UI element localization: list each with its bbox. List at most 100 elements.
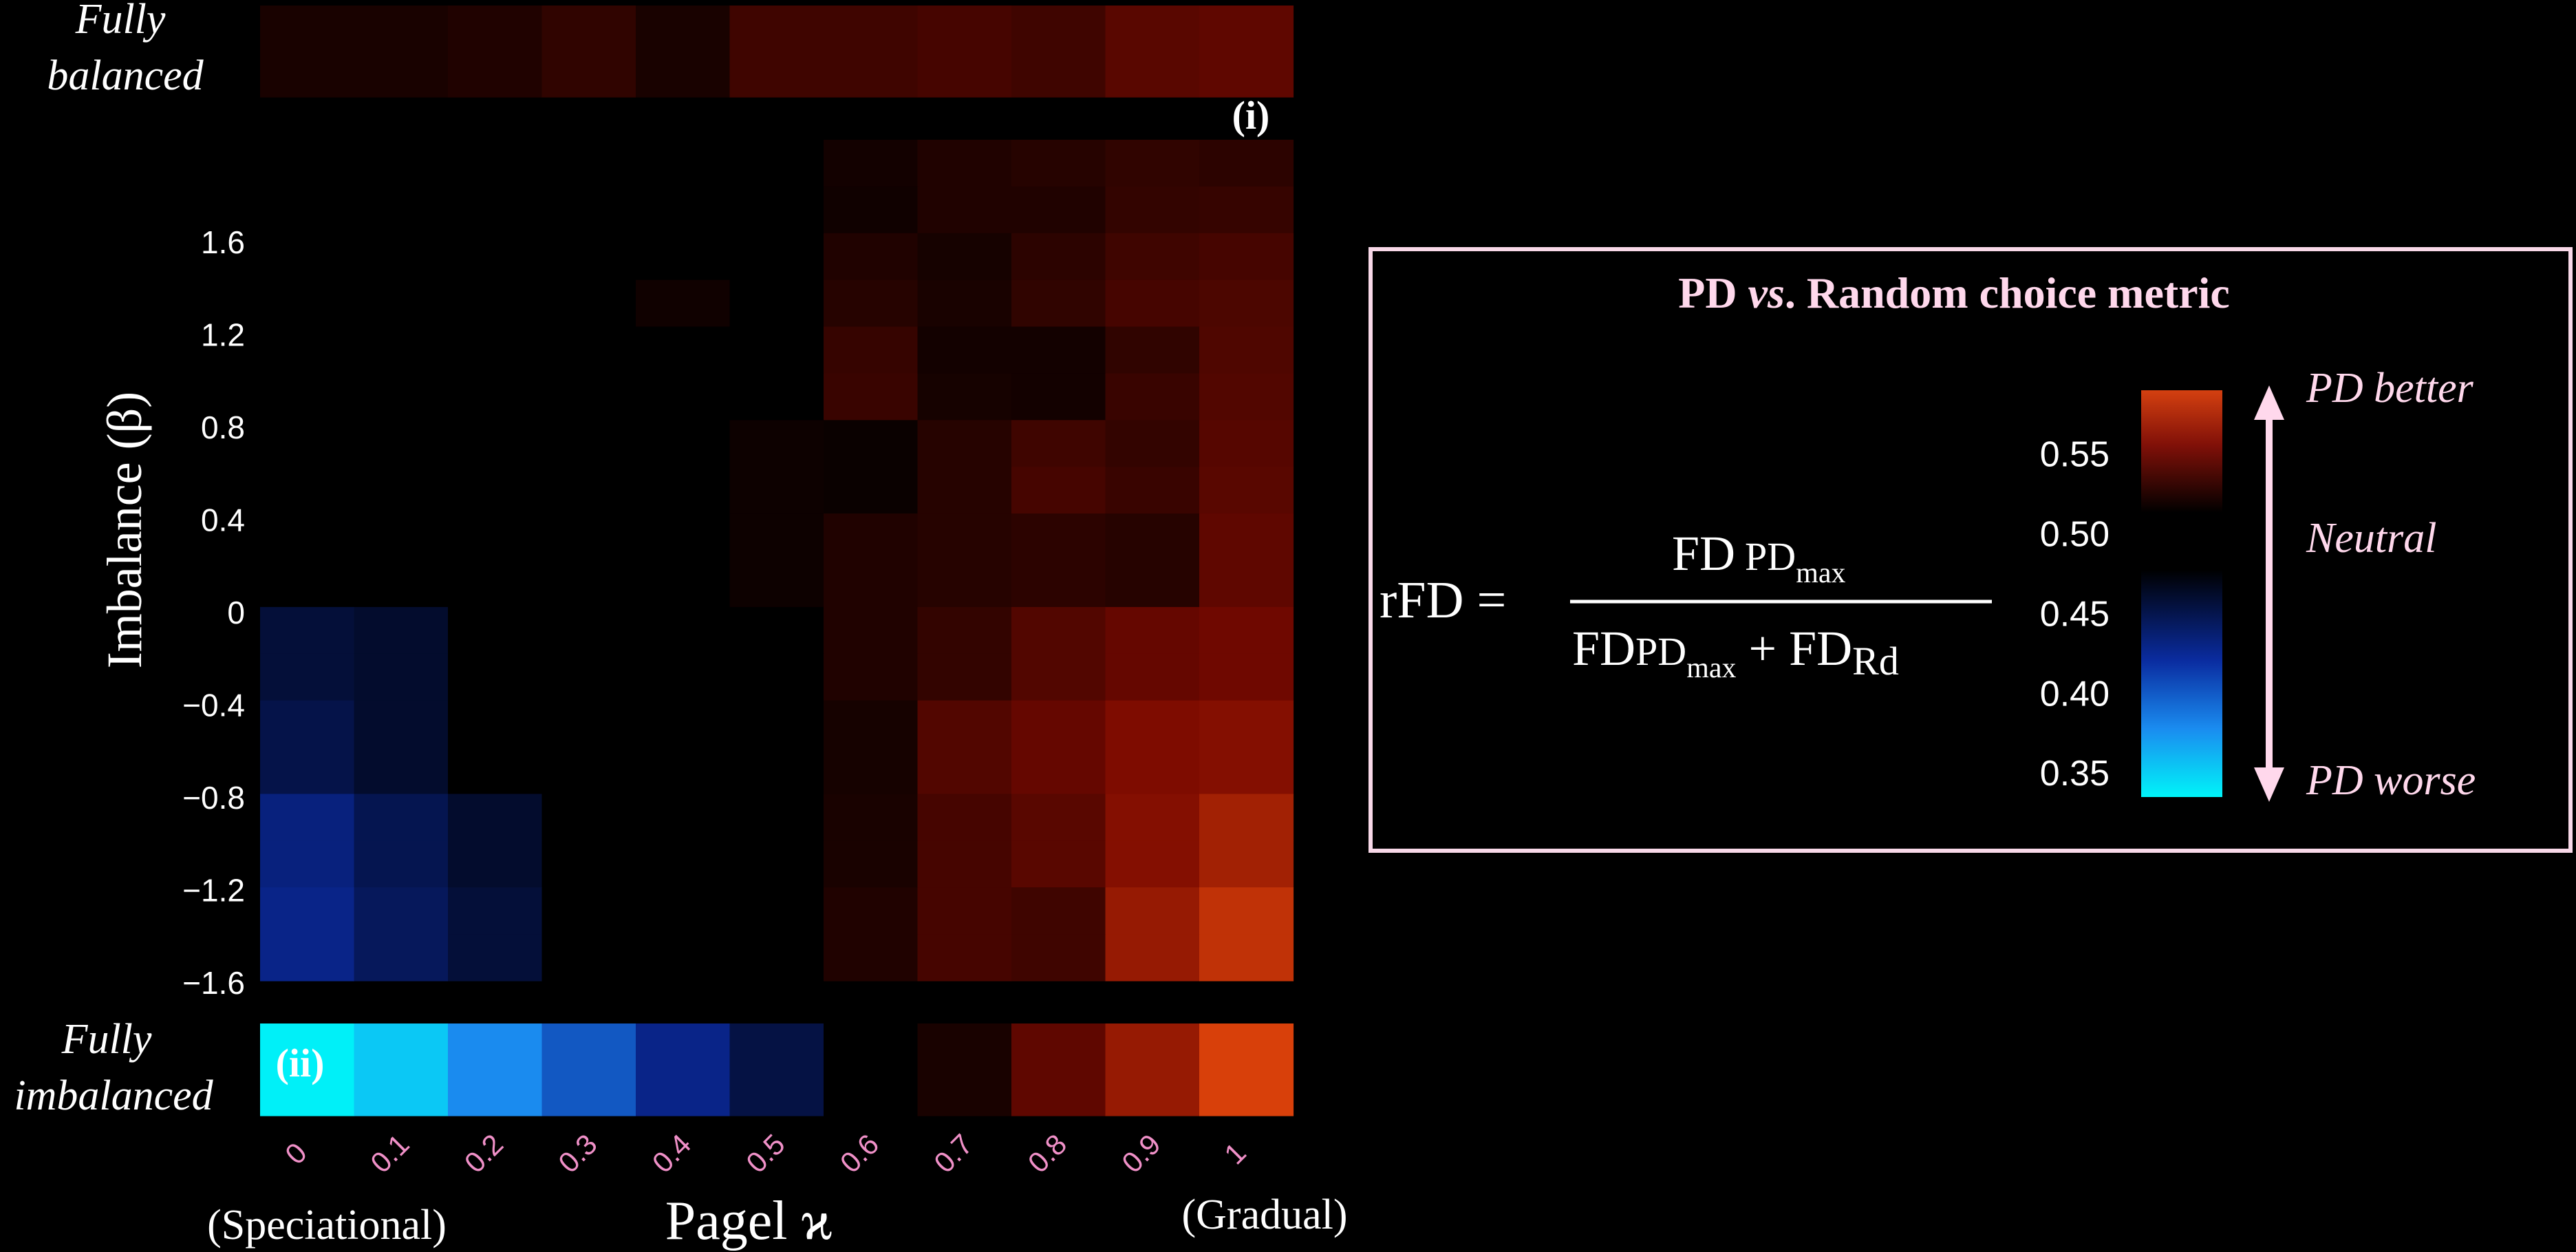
heatmap-cell	[260, 140, 355, 187]
heatmap-cell	[1011, 794, 1106, 841]
formula-numerator: FD PDmax	[1672, 526, 1846, 589]
heatmap-cell	[1199, 420, 1294, 467]
heatmap-cell	[917, 840, 1012, 888]
heatmap-cell	[1105, 373, 1200, 421]
fully-balanced-cell	[729, 6, 824, 98]
heatmap-cell	[1105, 934, 1200, 982]
heatmap-cell	[917, 887, 1012, 935]
heatmap-cell	[448, 467, 543, 514]
heatmap-cell	[636, 747, 731, 795]
heatmap-cell	[917, 747, 1012, 795]
heatmap-cell	[1011, 186, 1106, 234]
x-axis-ticks: 0 0.1 0.2 0.3 0.4 0.5 0.6 0.7 0.8 0.9 1	[279, 1127, 1252, 1179]
fully-balanced-cell	[917, 6, 1012, 98]
x-tick-label: 0.1	[364, 1127, 416, 1179]
heatmap-cell	[636, 279, 731, 328]
heatmap-cell	[541, 606, 636, 655]
colorbar-tick-label: 0.40	[2040, 674, 2110, 714]
heatmap-cell	[354, 606, 449, 655]
fully-imbalanced-cell	[824, 1023, 919, 1116]
heatmap-cell	[260, 326, 355, 374]
heatmap-cell	[729, 794, 824, 841]
colorbar-red	[2141, 390, 2222, 513]
heatmap-cell	[1199, 653, 1294, 701]
heatmap-cell	[448, 233, 543, 281]
heatmap-cell	[1105, 513, 1200, 561]
colorbar-tick-label: 0.35	[2040, 754, 2110, 794]
heatmap-cell	[1011, 513, 1106, 561]
y-tick-label: 0.4	[201, 502, 245, 538]
fully-imbalanced-cell	[1011, 1023, 1106, 1116]
heatmap-cell	[448, 560, 543, 608]
heatmap-cell	[448, 140, 543, 187]
fully-balanced-cell	[636, 6, 731, 98]
heatmap-cell	[636, 887, 731, 935]
heatmap-cell	[917, 373, 1012, 421]
fully-imbalanced-cell	[729, 1023, 824, 1116]
heatmap-cell	[541, 467, 636, 514]
label-pd-better: PD better	[2306, 365, 2474, 412]
heatmap-cell	[1105, 467, 1200, 514]
heatmap-cell	[354, 279, 449, 328]
x-tick-label: 0.3	[552, 1127, 603, 1179]
heatmap-cell	[448, 373, 543, 421]
heatmap-cell	[824, 513, 919, 561]
fully-imbalanced-cell	[636, 1023, 731, 1116]
heatmap-cell	[1199, 794, 1294, 841]
heatmap-cell	[448, 934, 543, 982]
heatmap-cell	[917, 140, 1012, 187]
heatmap-cell	[1199, 140, 1294, 187]
heatmap-cell	[1011, 140, 1106, 187]
fully-imbalanced-label-line1: Fully	[61, 1016, 152, 1063]
heatmap-cell	[541, 653, 636, 701]
x-tick-label: 0.7	[927, 1127, 979, 1179]
heatmap-cell	[636, 326, 731, 374]
heatmap-cell	[729, 513, 824, 561]
heatmap-cell	[824, 467, 919, 514]
fully-imbalanced-cell	[448, 1023, 543, 1116]
heatmap-cell	[1105, 794, 1200, 841]
heatmap-cell	[636, 186, 731, 234]
heatmap-cell	[824, 140, 919, 187]
x-tick-label: 1	[1218, 1136, 1252, 1171]
heatmap-cell	[260, 700, 355, 748]
heatmap-cell	[729, 140, 824, 187]
heatmap-cell	[824, 934, 919, 982]
heatmap-cell	[260, 560, 355, 608]
fully-balanced-cell	[1011, 6, 1106, 98]
heatmap-cell	[354, 700, 449, 748]
heatmap-cell	[1199, 279, 1294, 328]
fully-imbalanced-cell	[917, 1023, 1012, 1116]
direction-arrow-down-icon	[2254, 767, 2284, 802]
heatmap-cell	[1105, 420, 1200, 467]
heatmap-cell	[917, 326, 1012, 374]
heatmap-cell	[729, 840, 824, 888]
fully-balanced-cell	[448, 6, 543, 98]
heatmap-cell	[636, 233, 731, 281]
x-axis-label: Pagel ϰ	[665, 1191, 833, 1251]
fully-imbalanced-cell	[541, 1023, 636, 1116]
heatmap-cell	[729, 560, 824, 608]
heatmap-cell	[824, 233, 919, 281]
x-tick-label: 0.5	[740, 1127, 791, 1179]
heatmap-cell	[448, 326, 543, 374]
y-axis-label: Imbalance (β)	[97, 392, 152, 668]
heatmap-cell	[448, 794, 543, 841]
heatmap-cell	[917, 467, 1012, 514]
heatmap-cell	[824, 606, 919, 655]
direction-arrow-up-icon	[2254, 385, 2284, 420]
fully-balanced-cell	[824, 6, 919, 98]
heatmap-cell	[260, 653, 355, 701]
heatmap-cell	[636, 653, 731, 701]
heatmap-cell	[1199, 747, 1294, 795]
heatmap-cell	[354, 747, 449, 795]
heatmap-cell	[729, 420, 824, 467]
heatmap-cell	[1011, 420, 1106, 467]
heatmap-cell	[448, 887, 543, 935]
heatmap-cell	[1011, 653, 1106, 701]
heatmap-cell	[541, 233, 636, 281]
heatmap-cell	[729, 934, 824, 982]
x-tick-label: 0.2	[458, 1127, 510, 1179]
heatmap-cell	[354, 560, 449, 608]
